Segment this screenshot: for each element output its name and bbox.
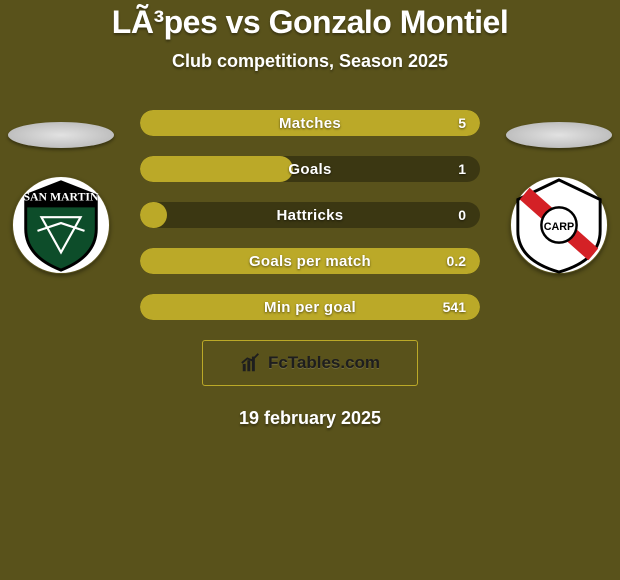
- river-plate-shield-icon: CARP: [510, 176, 608, 274]
- page-subtitle: Club competitions, Season 2025: [0, 51, 620, 72]
- stat-value: 0.2: [447, 248, 466, 274]
- left-player-column: SAN MARTIN: [6, 122, 116, 274]
- left-club-badge-text: SAN MARTIN: [24, 191, 100, 204]
- page-title: LÃ³pes vs Gonzalo Montiel: [0, 0, 620, 41]
- stat-label: Min per goal: [140, 294, 480, 320]
- stat-label: Goals per match: [140, 248, 480, 274]
- stat-value: 0: [458, 202, 466, 228]
- left-club-badge: SAN MARTIN: [12, 176, 110, 274]
- stat-row: Min per goal541: [140, 294, 480, 320]
- stat-label: Matches: [140, 110, 480, 136]
- san-martin-shield-icon: SAN MARTIN: [12, 176, 110, 274]
- chart-icon: [240, 352, 262, 374]
- stat-row: Goals1: [140, 156, 480, 182]
- brand-box[interactable]: FcTables.com: [202, 340, 418, 386]
- stat-row: Goals per match0.2: [140, 248, 480, 274]
- brand-text: FcTables.com: [268, 353, 380, 373]
- stat-value: 1: [458, 156, 466, 182]
- right-club-badge-text: CARP: [544, 221, 575, 233]
- date-text: 19 february 2025: [0, 408, 620, 429]
- stat-row: Matches5: [140, 110, 480, 136]
- stat-value: 541: [443, 294, 466, 320]
- stat-label: Goals: [140, 156, 480, 182]
- stat-value: 5: [458, 110, 466, 136]
- stat-label: Hattricks: [140, 202, 480, 228]
- stat-row: Hattricks0: [140, 202, 480, 228]
- left-player-avatar-placeholder: [8, 122, 114, 148]
- right-club-badge: CARP: [510, 176, 608, 274]
- right-player-avatar-placeholder: [506, 122, 612, 148]
- right-player-column: CARP: [504, 122, 614, 274]
